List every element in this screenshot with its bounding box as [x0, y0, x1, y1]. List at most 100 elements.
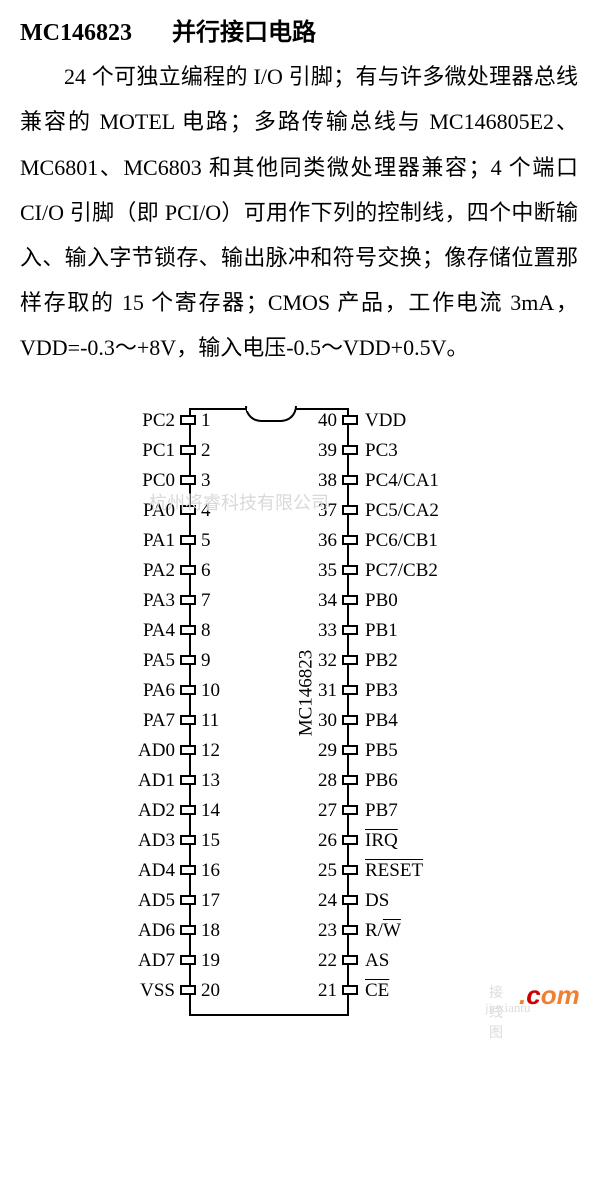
pin-box: [180, 865, 196, 875]
pin-number-left: 18: [201, 920, 220, 942]
chip-pinout-diagram: MC146823PC21PC12PC03PA04PA15PA26PA37PA48…: [99, 404, 499, 1022]
pin-box: [180, 415, 196, 425]
pin-number-left: 13: [201, 770, 220, 792]
pin-box: [180, 745, 196, 755]
pin-number-left: 8: [201, 620, 211, 642]
pin-label-left: PA3: [143, 590, 175, 612]
pin-number-right: 26: [318, 830, 337, 852]
pin-label-left: AD7: [138, 950, 175, 972]
pin-label-left: PA7: [143, 710, 175, 732]
pin-number-right: 32: [318, 650, 337, 672]
pin-label-right: IRQ: [365, 830, 398, 852]
pinout-diagram-wrap: MC146823PC21PC12PC03PA04PA15PA26PA37PA48…: [20, 404, 578, 1022]
pin-box: [180, 655, 196, 665]
pin-label-right: RESET: [365, 860, 423, 882]
pin-label-left: AD0: [138, 740, 175, 762]
pin-label-right: PC6/CB1: [365, 530, 438, 552]
pin-box: [180, 805, 196, 815]
pin-label-left: AD5: [138, 890, 175, 912]
pin-label-left: AD1: [138, 770, 175, 792]
pin-box: [180, 985, 196, 995]
pin-box: [342, 685, 358, 695]
pin-box: [180, 595, 196, 605]
pin-box: [342, 895, 358, 905]
pin-label-left: PC0: [142, 470, 175, 492]
pin-number-right: 27: [318, 800, 337, 822]
pin-number-right: 24: [318, 890, 337, 912]
pin-box: [180, 685, 196, 695]
watermark-gray-jiexiantu-cn: 接线图: [489, 982, 503, 1042]
pin-number-right: 40: [318, 410, 337, 432]
pin-label-left: VSS: [140, 980, 175, 1002]
pin-label-right: DS: [365, 890, 389, 912]
pin-label-left: PA0: [143, 500, 175, 522]
pin-label-right: PB2: [365, 650, 398, 672]
pin-box: [342, 925, 358, 935]
pin-label-right: PC4/CA1: [365, 470, 439, 492]
pin-label-right: AS: [365, 950, 389, 972]
pin-label-right: PB6: [365, 770, 398, 792]
title-part-number: MC146823: [20, 14, 132, 52]
pin-number-left: 19: [201, 950, 220, 972]
pin-box: [342, 745, 358, 755]
pin-number-right: 33: [318, 620, 337, 642]
pin-number-left: 2: [201, 440, 211, 462]
pin-number-right: 35: [318, 560, 337, 582]
pin-number-right: 22: [318, 950, 337, 972]
pin-box: [180, 445, 196, 455]
pin-box: [180, 505, 196, 515]
pin-label-left: AD4: [138, 860, 175, 882]
pin-box: [180, 955, 196, 965]
pin-number-left: 12: [201, 740, 220, 762]
pin-number-right: 21: [318, 980, 337, 1002]
pin-number-right: 25: [318, 860, 337, 882]
pin-number-left: 20: [201, 980, 220, 1002]
pin-box: [342, 655, 358, 665]
pin-label-right: PC5/CA2: [365, 500, 439, 522]
pin-box: [342, 505, 358, 515]
pin-box: [180, 565, 196, 575]
pin-label-left: PA4: [143, 620, 175, 642]
pin-box: [180, 625, 196, 635]
pin-box: [342, 805, 358, 815]
chip-name-label: MC146823: [295, 650, 317, 737]
pin-number-right: 37: [318, 500, 337, 522]
pin-box: [342, 595, 358, 605]
pin-box: [180, 775, 196, 785]
pin-number-right: 34: [318, 590, 337, 612]
pin-label-left: PA5: [143, 650, 175, 672]
pin-label-right: PB3: [365, 680, 398, 702]
pin-label-left: AD3: [138, 830, 175, 852]
pin-number-left: 6: [201, 560, 211, 582]
pin-number-left: 11: [201, 710, 219, 732]
pin-number-right: 30: [318, 710, 337, 732]
pin-number-left: 3: [201, 470, 211, 492]
pin-box: [342, 955, 358, 965]
pin-number-right: 28: [318, 770, 337, 792]
pin-label-left: PA2: [143, 560, 175, 582]
pin-box: [342, 715, 358, 725]
pin-number-left: 16: [201, 860, 220, 882]
pin-box: [180, 475, 196, 485]
title-name-cn: 并行接口电路: [172, 14, 316, 52]
pin-box: [342, 445, 358, 455]
pin-box: [342, 865, 358, 875]
pin-box: [342, 415, 358, 425]
pin-label-left: PC2: [142, 410, 175, 432]
pin-number-left: 10: [201, 680, 220, 702]
watermark-dotcom: .com: [519, 980, 580, 1011]
pin-label-right: PC7/CB2: [365, 560, 438, 582]
pin-number-left: 17: [201, 890, 220, 912]
pin-number-right: 38: [318, 470, 337, 492]
pin-number-right: 29: [318, 740, 337, 762]
pin-label-left: AD2: [138, 800, 175, 822]
pin-box: [180, 535, 196, 545]
pin-box: [342, 775, 358, 785]
pin-label-right: CE: [365, 980, 389, 1002]
chip-notch-cover: [247, 408, 291, 411]
pin-box: [180, 925, 196, 935]
pin-number-right: 36: [318, 530, 337, 552]
pin-number-left: 7: [201, 590, 211, 612]
pin-label-left: PA6: [143, 680, 175, 702]
watermark-gray-jiexiantu-en: jiexiantu: [485, 1000, 531, 1016]
